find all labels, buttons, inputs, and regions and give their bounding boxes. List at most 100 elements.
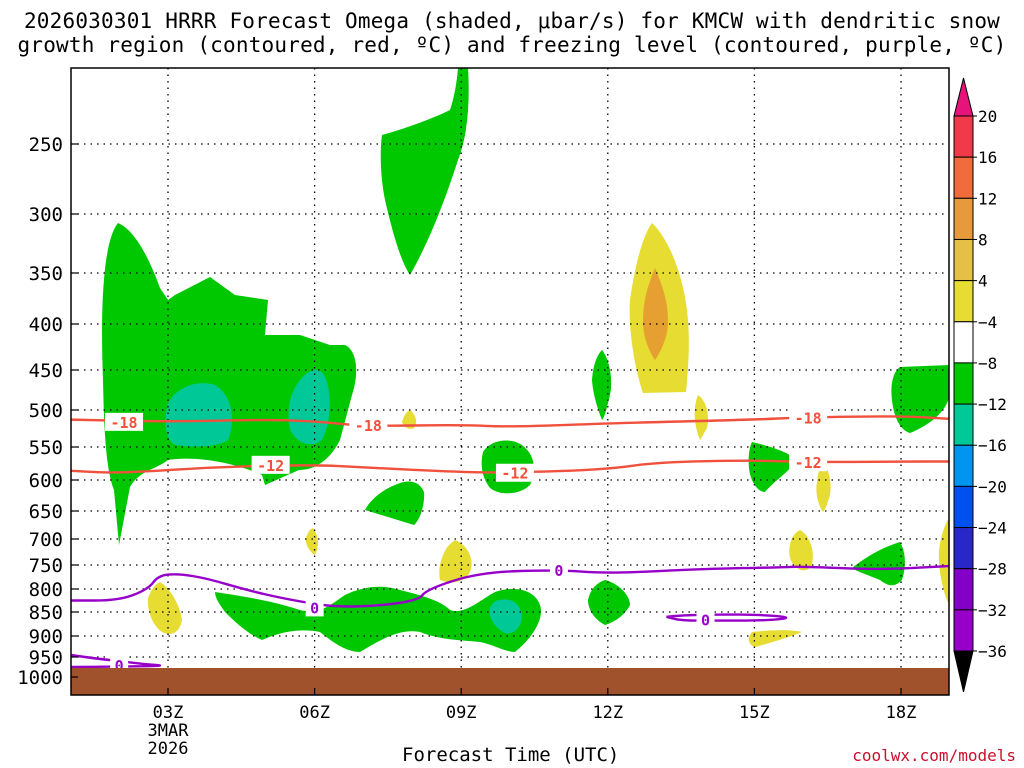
colorbar-segment bbox=[953, 485, 974, 529]
colorbar-segment bbox=[953, 238, 974, 282]
colorbar-top-arrow bbox=[953, 77, 974, 117]
y-tick-label: 850 bbox=[29, 602, 63, 624]
colorbar-label: 20 bbox=[978, 107, 997, 126]
omega-region-yellow bbox=[439, 540, 472, 583]
y-tick-label: 950 bbox=[29, 647, 63, 669]
omega-region-green bbox=[365, 481, 425, 525]
omega-region-yellow bbox=[789, 530, 813, 571]
colorbar-segment bbox=[953, 609, 974, 652]
y-tick-label: 250 bbox=[29, 134, 63, 156]
colorbar-segment bbox=[953, 568, 974, 611]
contour-label: -12 bbox=[257, 457, 284, 475]
chart-title-line2: growth region (contoured, red, ºC) and f… bbox=[17, 33, 1007, 57]
contour-freezing_0C_surface bbox=[71, 653, 162, 669]
contour-label: -12 bbox=[501, 465, 528, 483]
omega-region-yellow bbox=[147, 582, 182, 634]
omega-region-teal bbox=[288, 369, 330, 445]
plot-frame bbox=[70, 67, 950, 696]
colorbar-label: −32 bbox=[978, 601, 1007, 620]
contour-label-bg bbox=[789, 453, 828, 472]
colorbar: 20 16 12 8 4 −4 −8 −12 −16 −20 −24 −28 −32 −36 bbox=[953, 77, 1007, 693]
colorbar-label: −24 bbox=[978, 519, 1007, 538]
contour-label: -18 bbox=[355, 417, 382, 435]
x-tick-label: 18Z bbox=[886, 703, 917, 723]
omega-region-orange bbox=[643, 268, 668, 360]
omega-region-green bbox=[891, 365, 949, 433]
omega-region-yellow bbox=[305, 528, 318, 555]
site-credit: coolwx.com/models bbox=[852, 746, 1016, 765]
contour-freezing_0C_main bbox=[71, 564, 949, 608]
y-tick-label: 300 bbox=[29, 204, 63, 226]
colorbar-segment bbox=[953, 444, 974, 487]
colorbar-label: −8 bbox=[978, 354, 997, 373]
contour-dgz_-18C bbox=[71, 415, 949, 428]
contour-freezing_0C_loop bbox=[666, 613, 788, 622]
contour-label: -12 bbox=[795, 454, 822, 472]
contour-label-bg bbox=[349, 415, 388, 434]
colorbar-segment bbox=[953, 280, 974, 323]
omega-region-teal bbox=[165, 383, 232, 447]
omega-region-green bbox=[380, 68, 469, 275]
contour-label-bg bbox=[495, 463, 534, 482]
x-tick-label: 09Z bbox=[446, 703, 477, 723]
omega-region-teal bbox=[489, 599, 522, 634]
x-tick-label: 15Z bbox=[739, 703, 770, 723]
colorbar-segment bbox=[953, 156, 974, 199]
contour-label: 0 bbox=[115, 657, 124, 675]
contour-label: 0 bbox=[554, 562, 563, 580]
colorbar-segment bbox=[953, 197, 974, 240]
omega-region-green bbox=[588, 580, 630, 625]
colorbar-segment bbox=[953, 527, 974, 570]
contour-dgz_-12C bbox=[71, 459, 949, 474]
contour-label-bg bbox=[105, 412, 144, 431]
omega-region-yellow bbox=[748, 630, 802, 647]
colorbar-segment bbox=[953, 321, 974, 364]
y-tick-label: 500 bbox=[29, 400, 63, 422]
omega-shading bbox=[102, 68, 949, 652]
contour-label-bg bbox=[696, 610, 715, 629]
y-tick-label: 450 bbox=[29, 360, 63, 382]
y-axis: 2503003504004505005506006507007508008509… bbox=[17, 134, 78, 689]
y-tick-label: 1000 bbox=[17, 667, 63, 689]
contour-label: -18 bbox=[795, 409, 822, 427]
colorbar-label: 4 bbox=[978, 272, 988, 291]
y-tick-label: 700 bbox=[29, 529, 63, 551]
x-tick-label: 12Z bbox=[592, 703, 623, 723]
y-tick-label: 600 bbox=[29, 470, 63, 492]
y-tick-label: 650 bbox=[29, 501, 63, 523]
y-tick-label: 400 bbox=[29, 314, 63, 336]
colorbar-label: −12 bbox=[978, 395, 1007, 414]
contour-label: 0 bbox=[310, 599, 319, 617]
y-tick-label: 900 bbox=[29, 626, 63, 648]
contour-label-bg bbox=[549, 560, 568, 579]
omega-region-yellow bbox=[938, 518, 949, 605]
ground-surface bbox=[71, 668, 949, 695]
contour-label-bg bbox=[789, 408, 828, 427]
colorbar-label: −36 bbox=[978, 642, 1007, 661]
colorbar-label: −4 bbox=[978, 313, 997, 332]
x-axis-label: Forecast Time (UTC) bbox=[402, 744, 620, 766]
colorbar-label: −16 bbox=[978, 436, 1007, 455]
date-label-day: 3MAR bbox=[148, 721, 190, 741]
colorbar-bottom-arrow bbox=[953, 650, 974, 693]
colorbar-segment bbox=[953, 115, 974, 158]
omega-region-yellow bbox=[816, 462, 831, 512]
contour-label-bg bbox=[305, 598, 324, 617]
x-axis: 03Z 06Z 09Z 12Z 15Z 18Z bbox=[153, 688, 917, 723]
contour-label: 0 bbox=[701, 612, 710, 630]
colorbar-label: 12 bbox=[978, 189, 997, 208]
colorbar-segment bbox=[953, 403, 974, 446]
colorbar-label: −28 bbox=[978, 560, 1007, 579]
colorbar-label: 16 bbox=[978, 148, 997, 167]
date-label-year: 2026 bbox=[148, 739, 189, 759]
y-tick-label: 550 bbox=[29, 437, 63, 459]
gridlines bbox=[71, 68, 949, 695]
omega-region-green bbox=[215, 586, 541, 652]
contour-label-bg bbox=[251, 455, 290, 474]
omega-region-yellow bbox=[402, 410, 417, 429]
contours: -18 -18 -18 -12 -12 -12 0 0 0 0 bbox=[71, 408, 949, 675]
colorbar-label: −20 bbox=[978, 477, 1007, 496]
y-tick-label: 350 bbox=[29, 263, 63, 285]
omega-region-green bbox=[852, 542, 905, 586]
omega-region-green bbox=[592, 350, 612, 420]
